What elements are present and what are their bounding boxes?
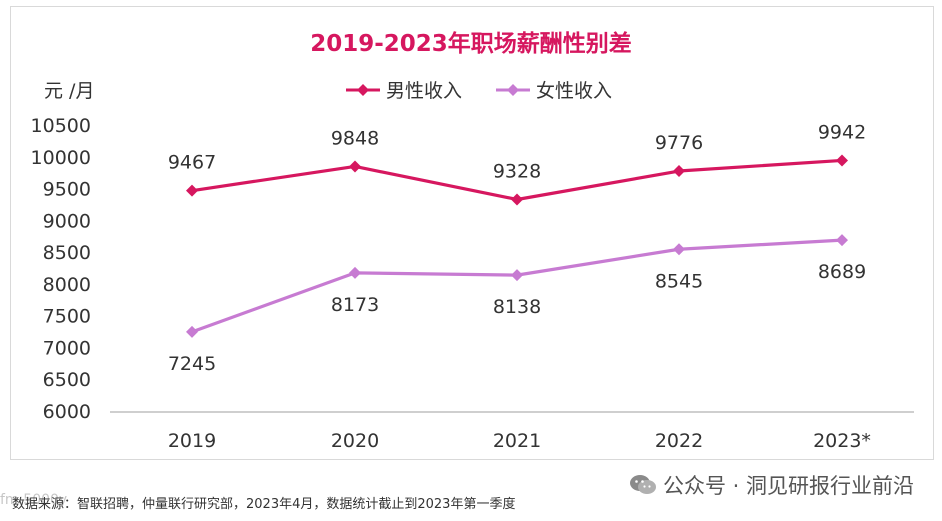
data-label: 9328 [493, 160, 541, 182]
y-tick-label: 9000 [43, 210, 91, 232]
data-point [186, 184, 198, 197]
legend-marker [357, 84, 369, 96]
source-note: 数据来源：智联招聘，仲量联行研究部，2023年4月，数据统计截止到2023年第一… [12, 497, 516, 512]
data-point [836, 234, 848, 247]
data-point [511, 193, 523, 206]
wechat-icon [629, 474, 657, 496]
legend: 男性收入 女性收入 [346, 80, 612, 102]
data-label: 9776 [655, 132, 703, 154]
y-tick-label: 10500 [31, 115, 91, 137]
y-tick-label: 8000 [43, 274, 91, 296]
y-tick-label: 7000 [43, 337, 91, 359]
legend-label: 男性收入 [386, 80, 462, 102]
data-label: 8173 [331, 294, 379, 316]
y-tick-label: 6500 [43, 369, 91, 391]
x-axis: 2019 2020 2021 2022 2023* [168, 430, 871, 452]
data-label: 9848 [331, 127, 379, 149]
y-tick-label: 8500 [43, 242, 91, 264]
data-point [511, 269, 523, 282]
data-label: 9467 [168, 152, 216, 174]
data-label: 7245 [168, 353, 216, 375]
data-label: 9942 [818, 121, 866, 143]
y-tick-label: 6000 [43, 401, 91, 423]
series-group: 9467 9848 9328 9776 9942 7245 8173 8138 8545 8689 [168, 121, 866, 374]
x-tick-label: 2021 [493, 430, 541, 452]
legend-label: 女性收入 [536, 80, 612, 102]
data-point [349, 160, 361, 173]
chart-frame [10, 6, 934, 460]
data-point [673, 165, 685, 178]
data-label: 8689 [818, 261, 866, 283]
data-label: 8545 [655, 270, 703, 292]
y-tick-label: 7500 [43, 306, 91, 328]
watermark-text: 公众号 · 洞见研报行业前沿 [662, 474, 914, 498]
legend-marker [507, 84, 519, 96]
y-axis-unit: 元 /月 [44, 80, 94, 102]
data-point [673, 243, 685, 256]
data-point [186, 325, 198, 338]
x-tick-label: 2019 [168, 430, 216, 452]
x-tick-label: 2020 [331, 430, 379, 452]
data-point [836, 154, 848, 167]
y-axis: 10500 10000 9500 9000 8500 8000 7500 7000 6500 60… [31, 115, 91, 423]
corner-watermark: fm:5000y [0, 492, 68, 508]
account-watermark: 公众号 · 洞见研报行业前沿 [629, 470, 914, 500]
chart-title: 2019-2023年职场薪酬性别差 [310, 30, 632, 57]
data-point [349, 266, 361, 279]
x-tick-label: 2023* [813, 430, 871, 452]
x-tick-label: 2022 [655, 430, 703, 452]
y-tick-label: 9500 [43, 179, 91, 201]
y-tick-label: 10000 [31, 147, 91, 169]
data-label: 8138 [493, 296, 541, 318]
